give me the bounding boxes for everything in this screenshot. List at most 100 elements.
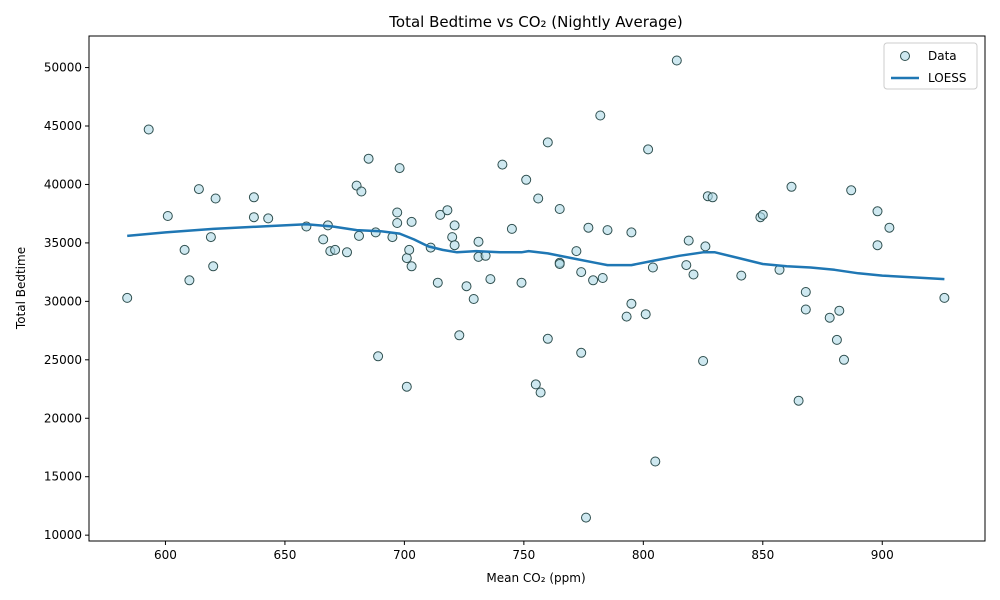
x-tick-label: 900 — [871, 548, 894, 562]
y-tick-label: 35000 — [44, 236, 82, 250]
data-point — [210, 193, 221, 204]
data-point — [824, 312, 835, 323]
data-point — [872, 240, 883, 251]
data-point — [533, 193, 544, 204]
y-tick-label: 45000 — [44, 119, 82, 133]
data-point — [461, 281, 472, 292]
data-point — [370, 227, 381, 238]
data-point — [884, 222, 895, 233]
data-point — [401, 381, 412, 392]
data-point — [485, 274, 496, 285]
data-point — [401, 253, 412, 264]
loess-line — [127, 222, 945, 281]
data-point — [143, 124, 154, 135]
data-point — [793, 395, 804, 406]
data-point — [683, 235, 694, 246]
data-point — [576, 267, 587, 278]
data-point — [681, 260, 692, 271]
data-point — [831, 334, 842, 345]
data-point — [707, 192, 718, 203]
data-point — [786, 181, 797, 192]
data-point — [846, 185, 857, 196]
y-tick-label: 10000 — [44, 528, 82, 542]
data-point — [318, 234, 329, 245]
data-point — [872, 206, 883, 217]
data-point — [521, 174, 532, 185]
plot-area — [122, 55, 950, 523]
data-point — [800, 287, 811, 297]
plot-frame — [88, 35, 986, 542]
data-point — [650, 456, 661, 467]
y-tick-label: 15000 — [44, 470, 82, 484]
data-point — [468, 294, 479, 304]
data-point — [473, 236, 484, 247]
x-tick-label: 750 — [512, 548, 535, 562]
data-point — [435, 209, 446, 220]
legend-label-loess: LOESS — [928, 71, 967, 85]
data-point — [248, 212, 259, 223]
data-point — [263, 213, 274, 224]
data-point — [576, 347, 587, 358]
x-tick-label: 800 — [632, 548, 655, 562]
y-tick-label: 50000 — [44, 61, 82, 75]
y-tick-label: 30000 — [44, 294, 82, 308]
y-tick-label: 25000 — [44, 353, 82, 367]
data-point — [449, 220, 460, 231]
legend-label-data: Data — [928, 49, 957, 63]
data-point — [162, 211, 173, 221]
data-point — [581, 512, 591, 523]
y-axis: 10000 15000 20000 25000 30000 35000 40000 45000… — [44, 61, 89, 542]
data-point — [373, 351, 384, 362]
data-point — [571, 246, 582, 257]
data-point — [454, 330, 465, 341]
data-point — [939, 292, 950, 303]
data-point — [442, 205, 453, 216]
data-point — [208, 261, 219, 272]
data-point — [248, 192, 259, 203]
data-point — [432, 277, 443, 288]
legend-marker-data — [900, 51, 910, 61]
data-point — [647, 262, 658, 273]
data-point — [597, 273, 608, 283]
x-tick-label: 850 — [751, 548, 774, 562]
data-point — [330, 244, 341, 255]
data-point — [497, 159, 508, 170]
x-tick-label: 650 — [273, 548, 296, 562]
y-axis-label: Total Bedtime — [14, 247, 28, 330]
data-point — [643, 144, 654, 155]
data-point — [671, 55, 682, 66]
data-point — [406, 261, 417, 272]
x-tick-label: 700 — [393, 548, 416, 562]
data-point — [392, 218, 403, 228]
data-point — [700, 241, 711, 252]
data-point — [530, 379, 541, 390]
y-tick-label: 20000 — [44, 411, 82, 425]
data-point — [839, 354, 849, 365]
data-point — [688, 269, 699, 280]
data-point — [356, 186, 367, 197]
data-point — [122, 292, 133, 303]
data-point — [447, 232, 458, 243]
data-point — [535, 387, 546, 398]
chart-title: Total Bedtime vs CO₂ (Nightly Average) — [388, 13, 682, 31]
x-axis: 600 650 700 750 800 850 900 — [154, 541, 894, 562]
data-point — [621, 311, 632, 322]
y-tick-label: 40000 — [44, 177, 82, 191]
data-point — [834, 305, 845, 316]
data-point — [392, 207, 403, 218]
data-point — [595, 110, 606, 121]
data-point — [449, 240, 460, 251]
data-point — [542, 333, 553, 344]
data-point — [640, 309, 651, 320]
data-point — [583, 222, 594, 233]
x-tick-label: 600 — [154, 548, 177, 562]
data-point — [184, 275, 195, 286]
data-point — [698, 356, 709, 366]
data-point — [516, 277, 527, 288]
data-point — [626, 227, 637, 238]
legend: Data LOESS — [883, 42, 978, 90]
data-point — [542, 137, 553, 148]
data-point — [554, 259, 565, 269]
data-point — [342, 247, 352, 258]
